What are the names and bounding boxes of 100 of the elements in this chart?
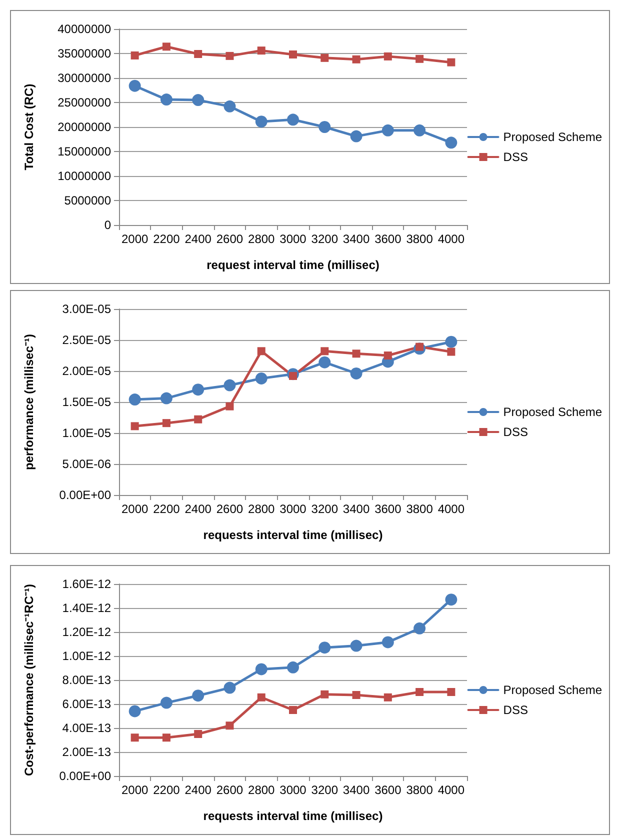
y-axis-title: Total Cost (RC) — [22, 84, 36, 170]
y-tick-label: 1.40E-12 — [62, 601, 112, 615]
y-tick-label: 1.00E-05 — [62, 426, 112, 440]
legend-label: DSS — [503, 425, 528, 439]
point — [224, 100, 236, 112]
x-tick-label: 3200 — [311, 232, 338, 246]
x-tick-label: 4000 — [438, 232, 465, 246]
point — [255, 116, 268, 128]
point — [447, 348, 456, 356]
x-tick-label: 3600 — [374, 783, 402, 797]
y-tick-label: 1.50E-05 — [62, 395, 112, 409]
y-tick-label: 2.00E-05 — [62, 364, 112, 378]
x-tick-label: 2000 — [121, 232, 148, 246]
point — [289, 50, 297, 58]
y-tick-label: 40000000 — [58, 22, 112, 36]
y-tick-label: 15000000 — [58, 144, 112, 158]
y-tick-label: 5.00E-06 — [62, 457, 112, 471]
x-tick-label: 3400 — [342, 502, 370, 516]
point — [352, 350, 360, 358]
y-tick-label: 6.00E-13 — [62, 697, 112, 711]
point — [194, 415, 202, 424]
point — [447, 58, 456, 66]
point — [445, 336, 458, 348]
x-tick-label: 2400 — [184, 783, 212, 797]
point — [320, 54, 329, 62]
point — [384, 352, 392, 360]
y-tick-label: 0.00E+00 — [59, 769, 112, 783]
legend-label: Proposed Scheme — [503, 405, 602, 419]
x-tick-label: 3800 — [406, 502, 434, 516]
point — [160, 94, 172, 106]
x-axis-title: requests interval time (millisec) — [203, 528, 383, 542]
point — [128, 80, 141, 92]
y-tick-label: 4.00E-13 — [62, 721, 112, 735]
point — [128, 394, 141, 406]
y-tick-label: 1.00E-12 — [62, 649, 112, 663]
point — [384, 52, 392, 60]
y-tick-label: 35000000 — [58, 46, 112, 60]
point — [445, 136, 458, 149]
x-tick-label: 3000 — [280, 502, 307, 516]
y-tick-label: 30000000 — [58, 71, 112, 85]
y-tick-label: 8.00E-13 — [62, 673, 112, 687]
x-tick-label: 3800 — [406, 783, 434, 797]
y-tick-label: 1.60E-12 — [62, 577, 112, 591]
legend-label: DSS — [503, 150, 528, 164]
x-tick-label: 3600 — [374, 502, 402, 516]
x-tick-label: 3200 — [311, 502, 338, 516]
x-tick-label: 3600 — [374, 232, 402, 246]
point — [162, 42, 170, 51]
y-tick-label: 5000000 — [64, 194, 112, 208]
y-tick-label: 0 — [104, 218, 112, 232]
point — [382, 124, 394, 136]
x-axis-title: request interval time (millisec) — [206, 258, 380, 272]
point — [416, 54, 424, 63]
x-tick-label: 2400 — [184, 502, 212, 516]
x-tick-label: 3000 — [280, 783, 307, 797]
point — [257, 46, 266, 55]
x-tick-label: 3800 — [406, 232, 434, 246]
x-tick-label: 4000 — [438, 783, 465, 797]
point — [255, 372, 268, 384]
y-tick-label: 1.20E-12 — [62, 625, 112, 639]
x-tick-label: 2800 — [248, 232, 276, 246]
y-tick-label: 25000000 — [58, 96, 112, 110]
point — [194, 50, 202, 58]
point — [318, 356, 331, 368]
x-tick-label: 2200 — [153, 502, 180, 516]
x-tick-label: 3400 — [342, 783, 370, 797]
point — [350, 367, 362, 380]
point — [257, 347, 266, 356]
y-tick-label: 3.00E-05 — [62, 302, 112, 316]
y-tick-label: 20000000 — [58, 120, 112, 134]
x-tick-label: 3200 — [311, 783, 338, 797]
legend-label: Proposed Scheme — [503, 683, 602, 697]
x-tick-label: 2000 — [121, 783, 148, 797]
x-tick-label: 2200 — [153, 783, 180, 797]
y-axis-title: Cost-performance (millisec⁻¹RC⁻¹) — [22, 584, 36, 776]
legend-label: Proposed Scheme — [503, 130, 602, 144]
x-tick-label: 4000 — [438, 502, 465, 516]
y-tick-label: 2.00E-13 — [62, 745, 112, 759]
point — [160, 392, 172, 404]
x-tick-label: 2800 — [248, 502, 276, 516]
point — [350, 130, 362, 142]
x-tick-label: 2600 — [216, 232, 244, 246]
x-tick-label: 2400 — [184, 232, 212, 246]
x-tick-label: 3000 — [280, 232, 307, 246]
y-tick-label: 10000000 — [58, 169, 112, 183]
x-tick-label: 2600 — [216, 783, 244, 797]
legend-label: DSS — [503, 703, 528, 717]
x-tick-label: 3400 — [342, 232, 370, 246]
point — [226, 402, 234, 410]
point — [352, 55, 360, 64]
point — [130, 51, 139, 60]
point — [130, 422, 139, 430]
point — [287, 114, 299, 126]
point — [320, 347, 329, 356]
y-axis-title: performance (millisec⁻¹) — [22, 334, 36, 470]
point — [226, 52, 234, 60]
x-tick-label: 2600 — [216, 502, 244, 516]
point — [192, 94, 204, 106]
point — [318, 121, 331, 133]
point — [224, 379, 236, 392]
